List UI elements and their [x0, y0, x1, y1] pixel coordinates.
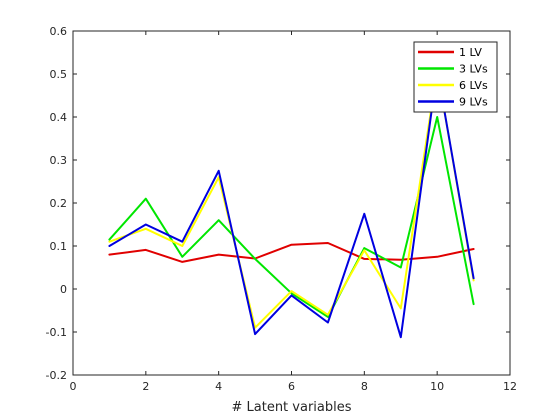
- y-tick-label: 0: [60, 283, 67, 296]
- y-tick-label: -0.1: [46, 326, 67, 339]
- x-axis-label: # Latent variables: [231, 400, 351, 415]
- y-tick-label: 0.4: [50, 111, 68, 124]
- series-layer: [108, 68, 475, 339]
- x-tick-label: 6: [288, 380, 295, 393]
- series-line-6-lvs: [108, 68, 475, 329]
- x-tick-label: 8: [361, 380, 368, 393]
- y-tick-label: 0.2: [50, 197, 68, 210]
- x-tick-label: 4: [215, 380, 222, 393]
- series-line-3-lvs: [108, 116, 475, 318]
- y-tick-label: 0.5: [50, 68, 68, 81]
- series-line-9-lvs: [108, 68, 475, 339]
- x-tick-label: 2: [142, 380, 149, 393]
- x-tick-label: 10: [430, 380, 444, 393]
- legend-label: 3 LVs: [459, 63, 488, 76]
- y-tick-label: 0.3: [50, 154, 68, 167]
- y-tick-label: 0.6: [50, 25, 68, 38]
- x-tick-label: 12: [503, 380, 517, 393]
- tick-layer: 0 2 4 6 8 10 12 -0.2 -0.1 0 0.1 0.2 0.3 0.4 0.5 0.6: [46, 25, 517, 393]
- legend-label: 9 LVs: [459, 96, 488, 109]
- legend-label: 6 LVs: [459, 79, 488, 92]
- y-tick-label: 0.1: [50, 240, 68, 253]
- legend: 1 LV 3 LVs 6 LVs 9 LVs: [413, 41, 498, 113]
- y-tick-label: -0.2: [46, 369, 67, 382]
- legend-label: 1 LV: [459, 46, 482, 59]
- series-line-1-lv: [108, 242, 475, 263]
- x-tick-label: 0: [70, 380, 77, 393]
